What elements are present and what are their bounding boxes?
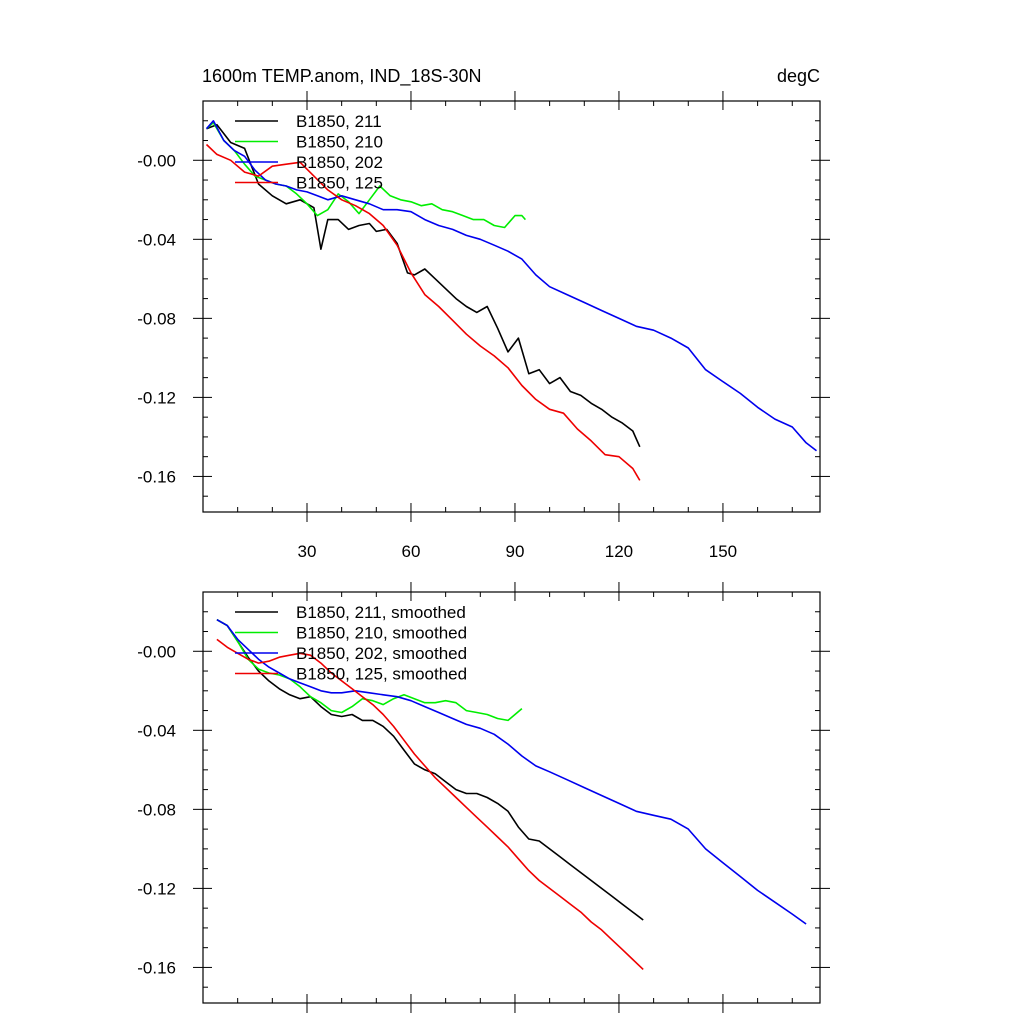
legend-label: B1850, 211	[296, 112, 382, 131]
x-tick-label: 90	[506, 542, 525, 561]
series-line	[205, 143, 641, 481]
y-tick-label: -0.08	[137, 309, 176, 328]
y-tick-label: -0.08	[137, 800, 176, 819]
legend-label: B1850, 202, smoothed	[296, 644, 467, 663]
y-tick-label: -0.00	[137, 642, 176, 661]
series-line	[205, 120, 817, 452]
y-tick-label: -0.00	[137, 151, 176, 170]
series-line	[206, 123, 641, 448]
legend-label: B1850, 211, smoothed	[296, 603, 466, 622]
series-line	[205, 121, 527, 229]
y-tick-label: -0.12	[137, 879, 176, 898]
chart-title: 1600m TEMP.anom, IND_18S-30N	[202, 66, 481, 87]
series-line	[216, 619, 807, 925]
y-tick-label: -0.16	[137, 958, 176, 977]
series-line	[216, 638, 644, 970]
y-tick-label: -0.04	[137, 230, 176, 249]
legend-label: B1850, 202	[296, 153, 383, 172]
legend-label: B1850, 210	[296, 133, 383, 152]
legend-label: B1850, 210, smoothed	[296, 624, 467, 643]
x-tick-label: 60	[402, 542, 421, 561]
top-panel: 30 60 90 120 150 -0.00 -0.04 -0.08 -0.12 -0.16 B18…	[137, 91, 830, 561]
x-tick-label: 150	[709, 542, 737, 561]
y-tick-label: -0.16	[137, 467, 176, 486]
y-tick-label: -0.12	[137, 388, 176, 407]
legend-label: B1850, 125	[296, 174, 383, 193]
x-tick-label: 120	[605, 542, 633, 561]
legend-label: B1850, 125, smoothed	[296, 665, 467, 684]
x-tick-label: 30	[298, 542, 317, 561]
bottom-panel: -0.00 -0.04 -0.08 -0.12 -0.16 B1850, 211, smo…	[137, 582, 830, 1013]
y-tick-label: -0.04	[137, 721, 176, 740]
units-label: degC	[777, 66, 820, 86]
plot-frame	[202, 100, 821, 513]
plot-frame	[202, 591, 821, 1004]
